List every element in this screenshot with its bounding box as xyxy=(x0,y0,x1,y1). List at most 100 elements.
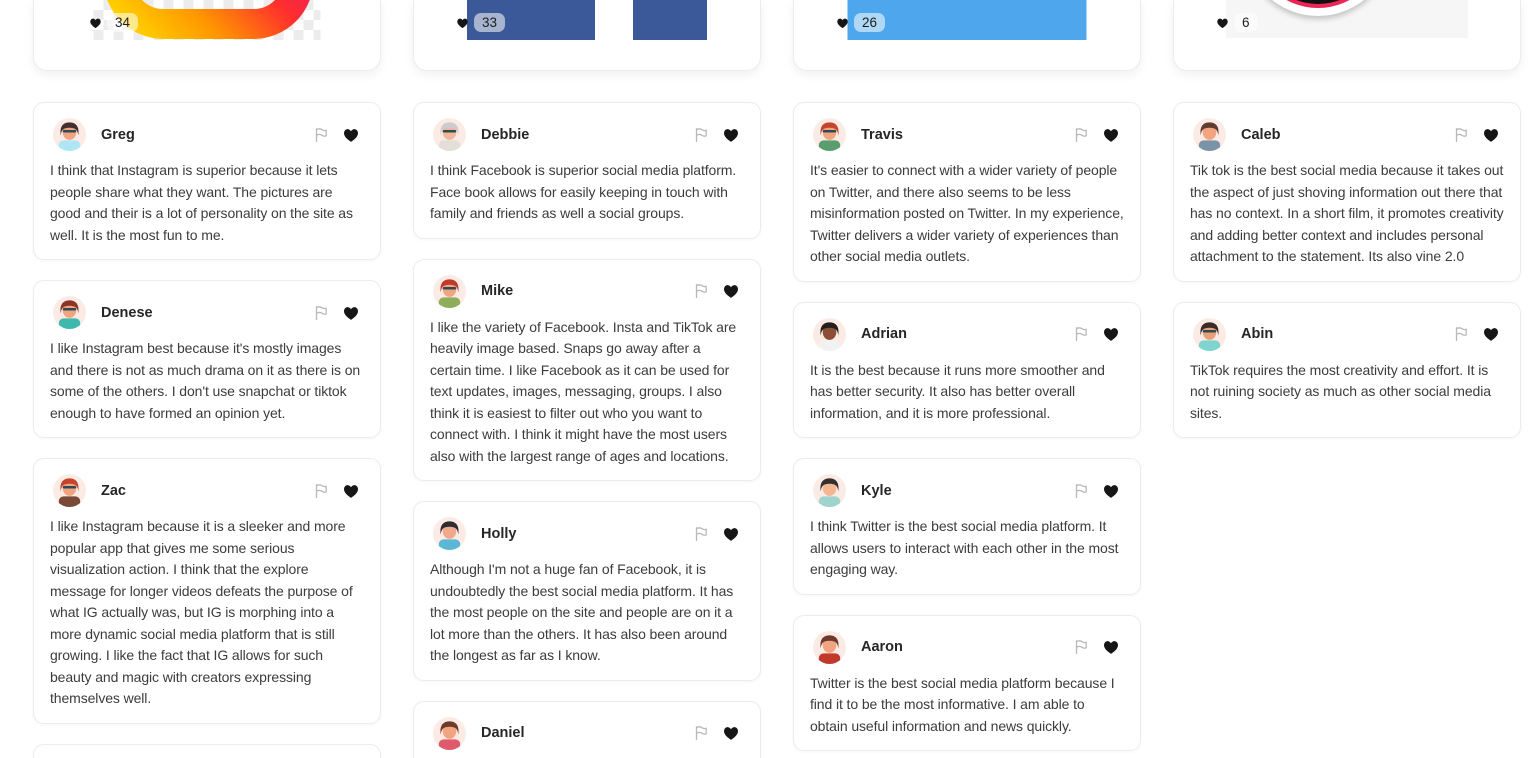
platform-card: 33 xyxy=(413,0,761,71)
card-actions xyxy=(1073,127,1120,143)
twitter-banner-fragment-image xyxy=(847,0,1087,40)
heart-icon[interactable] xyxy=(1482,127,1500,143)
likes-count: 6 xyxy=(1234,13,1258,32)
comment-header: Adrian xyxy=(813,317,1120,351)
commenter-name: Debbie xyxy=(481,126,530,143)
avatar xyxy=(1193,317,1226,351)
comment-header: Daniel xyxy=(433,716,740,750)
commenter-name: Mike xyxy=(481,283,514,299)
comment-list: Travis It's easier to connect with a wid… xyxy=(793,102,1141,751)
heart-icon[interactable] xyxy=(722,127,740,143)
likes-button[interactable]: 33 xyxy=(456,13,506,32)
comment-list: Caleb Tik tok is the best social media b… xyxy=(1173,102,1521,438)
heart-icon[interactable] xyxy=(722,283,740,299)
comment-card: Caila xyxy=(33,743,381,758)
comment-header: Abin xyxy=(1193,317,1500,351)
commenter-name: Denese xyxy=(101,304,153,321)
comment-text: It is the best because it runs more smoo… xyxy=(810,361,1105,421)
heart-icon xyxy=(1217,18,1228,28)
flag-icon[interactable] xyxy=(1073,127,1089,143)
comment-text: Twitter is the best social media platfor… xyxy=(810,674,1115,734)
heart-icon[interactable] xyxy=(722,526,740,542)
flag-icon[interactable] xyxy=(693,526,709,542)
comment-text: I think Twitter is the best social media… xyxy=(810,518,1119,577)
platform-column-tiktok: 6 Caleb xyxy=(1173,0,1521,758)
commenter-name: Caleb xyxy=(1241,126,1281,143)
heart-icon[interactable] xyxy=(1102,483,1120,499)
card-actions xyxy=(693,127,740,143)
commenter-name: Greg xyxy=(101,126,135,143)
avatar xyxy=(53,296,86,329)
flag-icon[interactable] xyxy=(1453,127,1469,143)
card-actions xyxy=(1453,326,1500,342)
platform-card: 26 xyxy=(793,0,1141,71)
flag-icon[interactable] xyxy=(693,725,709,741)
card-actions xyxy=(1073,483,1120,499)
likes-button[interactable]: 6 xyxy=(1216,13,1258,32)
heart-icon xyxy=(837,18,848,28)
card-actions xyxy=(313,483,360,499)
card-actions xyxy=(1453,127,1500,143)
flag-icon[interactable] xyxy=(1073,326,1089,342)
comment-text: I like Instagram because it is a sleeker… xyxy=(50,518,353,706)
heart-icon[interactable] xyxy=(342,483,360,499)
platform-column-twitter: 26 Travis xyxy=(793,0,1141,758)
comment-header: Denese xyxy=(53,296,360,329)
platform-card: 34 xyxy=(33,0,381,71)
flag-icon[interactable] xyxy=(1073,483,1089,499)
comment-text: Tik tok is the best social media because… xyxy=(1190,162,1504,264)
flag-icon[interactable] xyxy=(313,305,329,321)
comment-card: Daniel xyxy=(413,700,761,758)
avatar xyxy=(433,274,466,308)
comment-card: Adrian It is the best because it runs mo… xyxy=(793,301,1141,438)
card-actions xyxy=(693,725,740,741)
commenter-name: Kyle xyxy=(861,482,892,499)
flag-icon[interactable] xyxy=(1453,326,1469,342)
comment-list: Greg I think that Instagram is superior … xyxy=(33,102,381,758)
heart-icon[interactable] xyxy=(722,725,740,741)
heart-icon[interactable] xyxy=(1102,639,1120,655)
comment-header: Zac xyxy=(53,474,360,507)
heart-icon[interactable] xyxy=(342,127,360,143)
comment-card: Aaron Twitter is the best social media p… xyxy=(793,614,1141,751)
avatar xyxy=(813,317,846,351)
flag-icon[interactable] xyxy=(693,127,709,143)
avatar xyxy=(53,474,86,507)
flag-icon[interactable] xyxy=(1073,639,1089,655)
comment-text: Although I'm not a huge fan of Facebook,… xyxy=(430,561,734,663)
comment-card: Denese I like Instagram best because it'… xyxy=(33,280,381,438)
flag-icon[interactable] xyxy=(313,127,329,143)
platform-column-instagram: 34 Greg xyxy=(33,0,381,758)
instagram-logo-image xyxy=(93,0,321,40)
comment-card: Kyle I think Twitter is the best social … xyxy=(793,458,1141,595)
heart-icon[interactable] xyxy=(342,305,360,321)
comment-header: Travis xyxy=(813,118,1120,151)
comment-card: Caleb Tik tok is the best social media b… xyxy=(1173,102,1521,282)
avatar xyxy=(433,118,466,151)
commenter-name: Zac xyxy=(101,482,126,499)
avatar xyxy=(53,118,86,151)
heart-icon[interactable] xyxy=(1102,326,1120,342)
comment-card: Debbie I think Facebook is superior soci… xyxy=(413,102,761,239)
heart-icon xyxy=(457,18,468,28)
heart-icon xyxy=(90,18,101,28)
heart-icon[interactable] xyxy=(1482,326,1500,342)
comment-card: Mike I like the variety of Facebook. Ins… xyxy=(413,258,761,481)
heart-icon[interactable] xyxy=(1102,127,1120,143)
comment-header: Holly xyxy=(433,517,740,550)
comment-header: Mike xyxy=(433,274,740,308)
card-actions xyxy=(693,526,740,542)
comment-text: I think Facebook is superior social medi… xyxy=(430,162,737,221)
card-actions xyxy=(1073,639,1120,655)
flag-icon[interactable] xyxy=(693,283,709,299)
commenter-name: Travis xyxy=(861,126,903,143)
avatar xyxy=(433,517,466,550)
commenter-name: Adrian xyxy=(861,326,907,342)
commenter-name: Daniel xyxy=(481,725,525,741)
comment-text: I like Instagram best because it's mostl… xyxy=(50,340,361,421)
likes-button[interactable]: 26 xyxy=(836,13,886,32)
comment-text: I like the variety of Facebook. Insta an… xyxy=(430,318,737,464)
flag-icon[interactable] xyxy=(313,483,329,499)
likes-button[interactable]: 34 xyxy=(89,13,139,32)
